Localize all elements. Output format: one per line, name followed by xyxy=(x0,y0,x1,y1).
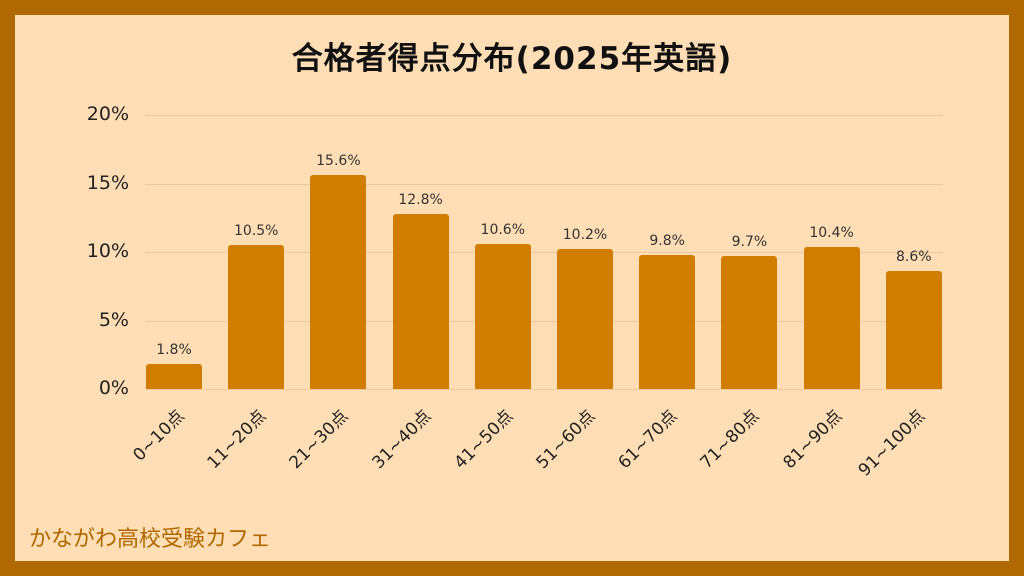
bar xyxy=(146,364,202,389)
x-tick-label: 11~20点 xyxy=(203,406,271,474)
bar xyxy=(639,254,696,389)
bar-value-label: 8.6% xyxy=(896,249,932,266)
x-tick-label: 41~50点 xyxy=(450,406,518,474)
bar xyxy=(310,175,367,389)
x-tick-label: 61~70点 xyxy=(614,406,682,474)
gridline xyxy=(145,320,943,322)
bar-value-label: 9.8% xyxy=(649,232,685,249)
x-tick-label: 21~30点 xyxy=(285,406,353,474)
bar xyxy=(885,271,942,389)
x-tick-label: 71~80点 xyxy=(696,406,764,474)
bar xyxy=(721,256,778,389)
bar xyxy=(803,246,860,389)
bar-value-label: 12.8% xyxy=(398,191,443,208)
y-tick-label: 15% xyxy=(86,171,129,194)
x-tick-label: 31~40点 xyxy=(368,406,435,474)
x-tick-label: 51~60点 xyxy=(532,406,600,474)
bar xyxy=(474,243,531,389)
x-tick-label: 81~90点 xyxy=(779,406,846,474)
gridline xyxy=(145,115,943,116)
bar-value-label: 15.6% xyxy=(316,153,361,170)
x-tick-label: 0~10点 xyxy=(129,406,189,466)
y-tick-label: 20% xyxy=(86,103,129,125)
bar-value-label: 10.5% xyxy=(233,223,279,240)
plot-area: 0% 5% 10% 15% 20% 1.8% 0~10点 10.5% 11~20点 15.6% 21… xyxy=(15,15,1009,561)
bar-value-label: 9.7% xyxy=(731,234,768,251)
bar-value-label: 10.4% xyxy=(809,224,854,241)
y-tick-label: 5% xyxy=(98,308,129,331)
bar xyxy=(392,213,449,389)
bar-value-label: 10.6% xyxy=(480,221,526,238)
chart-title: 合格者得点分布(2025年英語) xyxy=(291,41,733,77)
footer-brand: かながわ高校受験カフェ xyxy=(29,527,272,552)
chart-frame: 合格者得点分布(2025年英語) 0% 5% 10% 15% 20% 1.8% 0~10点 1… xyxy=(15,15,1009,561)
gridline xyxy=(145,183,943,185)
y-tick-label: 0% xyxy=(98,377,129,399)
bar xyxy=(557,249,613,389)
bar xyxy=(228,245,285,389)
gridline xyxy=(145,252,943,253)
bar-value-label: 1.8% xyxy=(156,342,192,359)
x-tick-label: 91~100点 xyxy=(854,406,929,481)
bar-value-label: 10.2% xyxy=(562,227,608,244)
y-tick-label: 10% xyxy=(86,240,129,262)
gridline xyxy=(145,389,943,390)
